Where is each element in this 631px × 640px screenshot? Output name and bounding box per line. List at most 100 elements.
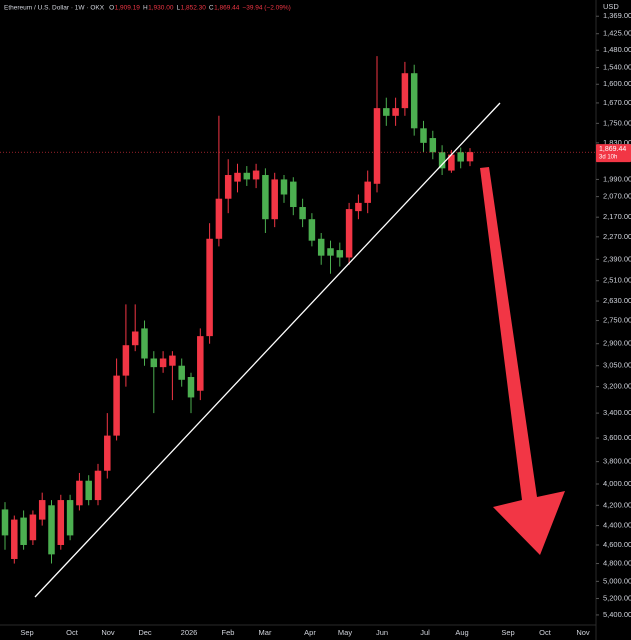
candle-body (383, 108, 390, 116)
candle-body (215, 198, 223, 239)
x-tick-label: Aug (455, 628, 468, 637)
candle-body (66, 500, 74, 536)
y-tick-label: 2,270.00 (603, 232, 631, 241)
y-tick-label: 3,200.00 (603, 382, 631, 391)
candle-body (345, 209, 353, 258)
candle-body (187, 377, 195, 398)
y-tick-label: 3,800.00 (603, 457, 631, 466)
candle-body (336, 250, 344, 258)
y-tick-label: 1,600.00 (603, 79, 631, 88)
down-arrow (480, 167, 565, 555)
candle-body (308, 219, 316, 241)
y-tick-label: 5,000.00 (603, 576, 631, 585)
x-tick-label: Mar (259, 628, 272, 637)
ohlc-key: C (209, 5, 214, 12)
candle-body (364, 181, 371, 203)
candle-body (420, 128, 427, 143)
y-tick-label: 1,990.00 (603, 174, 631, 183)
candle-body (429, 138, 437, 153)
y-tick-label: 3,400.00 (603, 408, 631, 417)
y-tick-label: 2,900.00 (603, 339, 631, 348)
currency-label: USD (603, 2, 619, 11)
y-tick-label: 1,540.00 (603, 63, 631, 72)
candle-body (401, 73, 409, 109)
x-tick-label: Feb (222, 628, 235, 637)
y-tick-label: 1,480.00 (603, 45, 631, 54)
y-tick-label: 4,600.00 (603, 540, 631, 549)
change-label: −39.94 (−2.09%) (242, 5, 290, 12)
legend: Ethereum / U.S. Dollar · 1W · OKX O 1,909.… (4, 5, 291, 12)
ohlc-value: 1,930.00 (148, 5, 174, 12)
y-tick-label: 1,750.00 (603, 118, 631, 127)
y-tick-label: 5,200.00 (603, 593, 631, 602)
candle-body (178, 365, 185, 380)
y-tick-label: 2,170.00 (603, 212, 631, 221)
candle-body (392, 108, 399, 116)
trend-line (34, 102, 501, 598)
candle-body (280, 179, 288, 195)
y-tick-label: 2,510.00 (603, 276, 631, 285)
y-tick-label: 3,600.00 (603, 433, 631, 442)
plot-area (0, 56, 596, 564)
candle-body (410, 73, 418, 129)
candle-body (104, 435, 111, 471)
candle-body (1, 509, 9, 536)
candle-body (317, 238, 325, 256)
last-price-box (596, 144, 631, 163)
candle-body (206, 238, 213, 337)
y-tick-label: 1,369.00 (603, 11, 631, 20)
y-tick-label: 2,630.00 (603, 296, 631, 305)
y-tick-label: 4,200.00 (603, 500, 631, 509)
y-tick-label: 2,390.00 (603, 254, 631, 263)
ohlc-value: 1,909.19 (115, 5, 141, 12)
y-tick-label: 1,830.00 (603, 138, 631, 147)
candle-body (11, 519, 18, 559)
candle-body (448, 154, 455, 171)
y-tick-label: 4,800.00 (603, 559, 631, 568)
candle-body (224, 175, 232, 199)
candle-body (169, 355, 176, 366)
last-price-label: 1,869.44 (599, 146, 626, 153)
candle-body (271, 179, 278, 220)
candle-body (197, 336, 204, 391)
candle-body (373, 108, 381, 184)
x-tick-label: Sep (501, 628, 514, 637)
y-tick-label: 2,750.00 (603, 316, 631, 325)
candle-body (85, 480, 92, 501)
candle-body (57, 500, 65, 545)
candle-body (76, 480, 83, 506)
ohlc-value: 1,869.44 (214, 5, 240, 12)
candle-body (243, 172, 251, 180)
candle-body (122, 345, 130, 376)
candle-body (299, 207, 306, 220)
x-tick-label: Apr (304, 628, 316, 637)
candle-body (159, 358, 167, 368)
ohlc-key: O (109, 5, 114, 12)
candle-body (131, 331, 139, 346)
y-tick-label: 5,400.00 (603, 610, 631, 619)
ohlc-value: 1,852.30 (181, 5, 207, 12)
candle-body (262, 175, 269, 220)
candle-body (141, 328, 148, 359)
candle-body (29, 514, 37, 541)
y-tick-label: 3,050.00 (603, 361, 631, 370)
x-tick-label: Sep (20, 628, 33, 637)
candle-body (252, 170, 260, 180)
x-tick-label: Jul (420, 628, 430, 637)
candle-body (466, 152, 474, 162)
x-tick-label: Dec (138, 628, 152, 637)
candle-body (48, 505, 55, 555)
candle-body (290, 181, 297, 208)
y-tick-label: 4,400.00 (603, 521, 631, 530)
ohlc-key: H (143, 5, 148, 12)
candle-body (438, 152, 446, 169)
candle-body (327, 248, 334, 256)
candle-body (150, 358, 158, 368)
x-tick-label: Nov (576, 628, 590, 637)
y-tick-label: 4,000.00 (603, 479, 631, 488)
y-tick-label: 2,070.00 (603, 192, 631, 201)
ohlc-key: L (176, 5, 180, 12)
candle-body (113, 375, 120, 436)
countdown-label: 3d 10h (599, 155, 617, 161)
